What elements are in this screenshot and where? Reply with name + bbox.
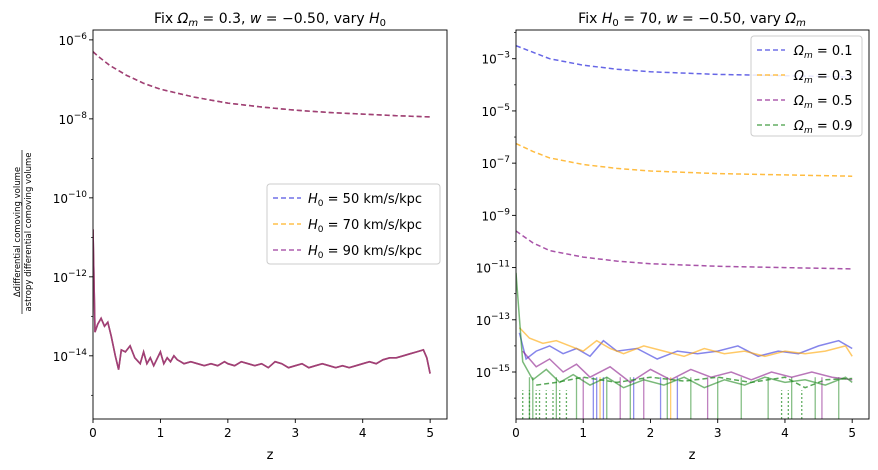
right-y-tick-label: 10−15	[476, 364, 510, 380]
right-x-tick-label: 3	[714, 426, 722, 440]
left-legend-entry-h0-90: H0 = 90 km/s/kpc	[273, 244, 422, 261]
left-x-tick-label: 3	[291, 426, 299, 440]
left-axes: 0 1 2 3 4 5 10−14 10−12 10−10 10−8 10−6	[53, 32, 434, 440]
left-x-tick-label: 4	[359, 426, 367, 440]
right-dashed-series-line	[516, 230, 853, 270]
left-x-tick-label: 1	[157, 426, 165, 440]
left-dashed-series-line	[93, 51, 431, 118]
right-legend: Ωm = 0.1 Ωm = 0.3 Ωm = 0.5 Ωm = 0.9	[750, 35, 863, 137]
right-x-tick-label: 4	[781, 426, 789, 440]
left-series-group	[93, 51, 431, 374]
left-y-axis-label-denominator: astropy differential comoving volume	[24, 152, 34, 311]
right-legend-label: Ωm = 0.9	[793, 119, 853, 136]
left-y-tick-label: 10−12	[53, 269, 87, 285]
left-legend-label: H0 = 70 km/s/kpc	[308, 218, 422, 235]
right-legend-entry-om-0-9: Ωm = 0.9	[757, 119, 853, 136]
right-solid-series-line	[518, 327, 853, 358]
right-legend-entry-om-0-3: Ωm = 0.3	[757, 69, 853, 86]
left-chart-title: Fix Ωm = 0.3, w = −0.50, vary H0	[154, 11, 386, 29]
right-plot-frame	[515, 29, 870, 420]
left-y-tick-label: 10−10	[53, 190, 88, 206]
right-legend-entry-om-0-5: Ωm = 0.5	[757, 94, 853, 111]
left-legend-label: H0 = 90 km/s/kpc	[308, 244, 422, 261]
right-legend-entry-om-0-1: Ωm = 0.1	[757, 44, 853, 61]
left-plot-frame	[92, 29, 448, 420]
left-legend-label: H0 = 50 km/s/kpc	[308, 192, 422, 209]
left-solid-series-line	[93, 229, 431, 374]
right-x-axis-label: z	[689, 448, 696, 463]
right-x-tick-label: 5	[848, 426, 856, 440]
right-legend-label: Ωm = 0.3	[793, 69, 853, 86]
right-y-tick-label: 10−5	[481, 103, 510, 119]
right-solid-series-line	[516, 272, 853, 389]
right-y-tick-label: 10−13	[476, 312, 510, 328]
right-legend-box	[750, 35, 863, 137]
left-legend-entry-h0-50: H0 = 50 km/s/kpc	[273, 192, 422, 209]
right-legend-label: Ωm = 0.1	[793, 44, 853, 61]
right-y-tick-label: 10−3	[481, 51, 510, 67]
left-legend-box	[266, 183, 441, 265]
left-x-tick-label: 2	[224, 426, 232, 440]
right-chart: Fix H0 = 70, w = −0.50, vary Ωm 0 1 2 3 4 5 10…	[476, 11, 870, 463]
right-x-tick-label: 2	[647, 426, 655, 440]
right-y-tick-label: 10−7	[481, 155, 510, 171]
left-y-tick-label: 10−14	[53, 348, 88, 364]
right-legend-label: Ωm = 0.5	[793, 94, 853, 111]
right-axes: 0 1 2 3 4 5 10−15 10−13 10−11 10−9 10−7 10−5 10−3	[476, 32, 856, 440]
left-y-tick-label: 10−6	[58, 32, 87, 48]
right-dashed-series-line	[536, 376, 853, 389]
left-x-tick-label: 0	[89, 426, 97, 440]
left-y-tick-label: 10−8	[58, 111, 87, 127]
left-y-axis-label-numerator: Δdifferential comoving volume	[13, 167, 23, 297]
left-legend: H0 = 50 km/s/kpc H0 = 70 km/s/kpc H0 = 9…	[266, 183, 441, 265]
left-series-clip	[93, 51, 431, 374]
left-x-axis-label: z	[267, 448, 274, 463]
right-x-tick-label: 0	[512, 426, 520, 440]
left-x-tick-label: 5	[426, 426, 434, 440]
left-y-axis-label: Δdifferential comoving volume astropy di…	[13, 150, 34, 314]
left-chart: Fix Ωm = 0.3, w = −0.50, vary H0 0 1 2 3 4 5 1…	[13, 11, 448, 463]
left-legend-entry-h0-70: H0 = 70 km/s/kpc	[273, 218, 422, 235]
right-solid-series-line	[518, 332, 853, 361]
right-dashed-series-line	[516, 142, 853, 177]
right-y-tick-label: 10−11	[476, 260, 510, 276]
right-chart-title: Fix H0 = 70, w = −0.50, vary Ωm	[578, 11, 806, 29]
right-y-tick-label: 10−9	[481, 207, 510, 223]
right-x-tick-label: 1	[579, 426, 587, 440]
